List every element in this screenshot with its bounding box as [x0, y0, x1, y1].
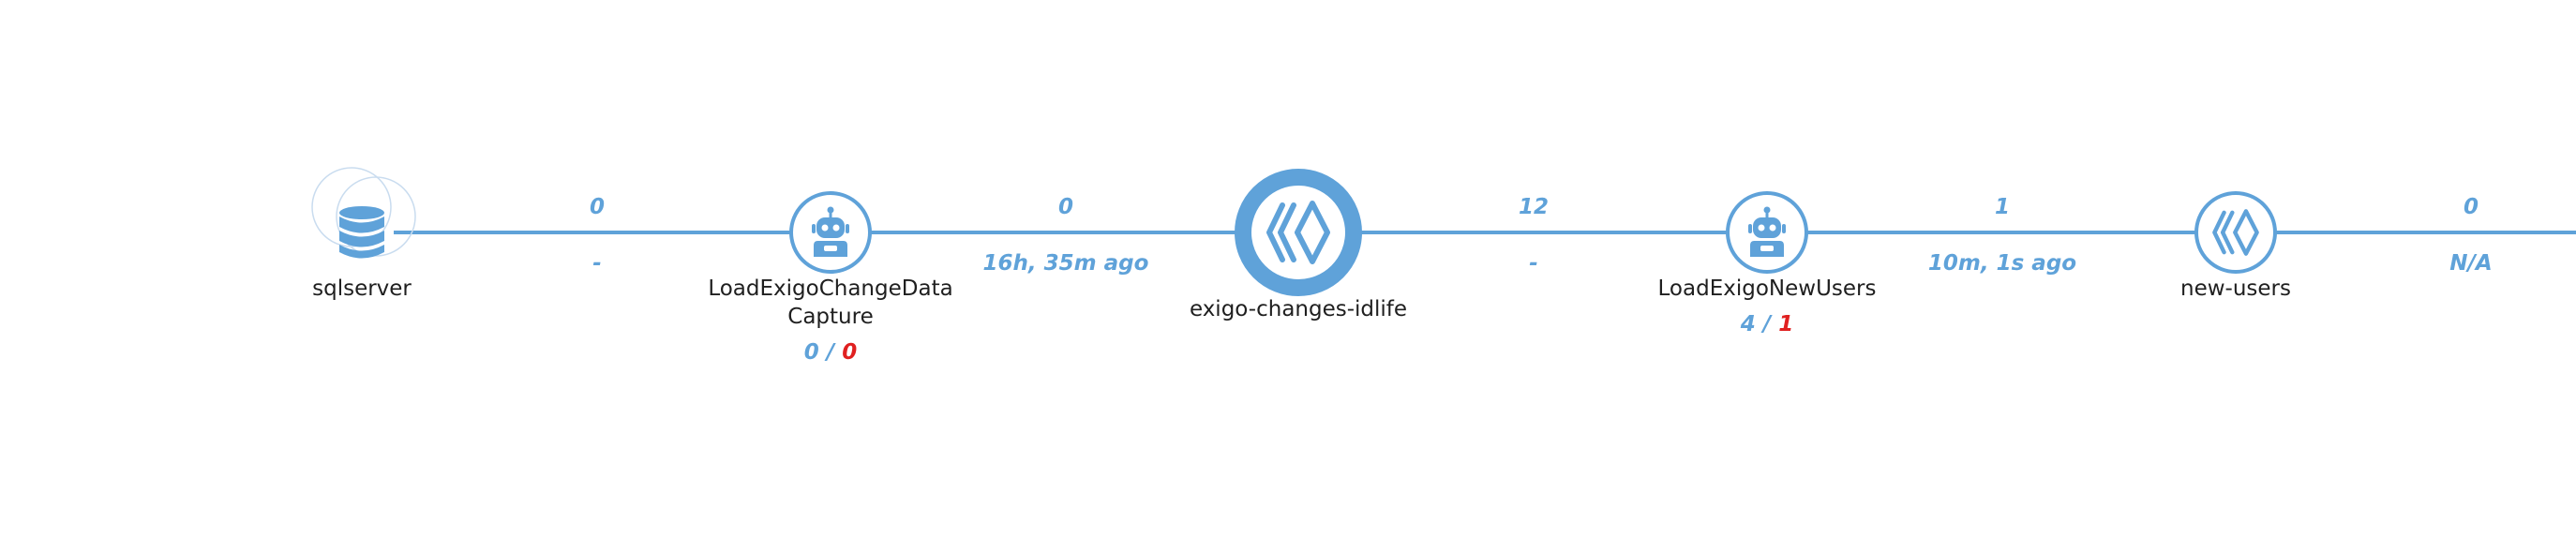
node-run-counts-load-users: 4 / 1: [1741, 312, 1793, 336]
node-label-exigo-changes-idlife: exigo-changes-idlife: [1189, 297, 1408, 321]
node-label-sqlserver: sqlserver: [312, 276, 412, 301]
node-exigo-changes-idlife[interactable]: [1235, 169, 1362, 296]
node-label-load-exigo-change-data-capture: LoadExigoChangeData Capture: [708, 275, 952, 331]
node-label-load-exigo-new-users: LoadExigoNewUsers: [1657, 276, 1877, 301]
node-run-counts-load-cdc: 0 / 0: [804, 340, 857, 365]
database-icon: [339, 206, 384, 259]
count-separator: /: [1755, 312, 1779, 336]
node-label-new-users: new-users: [2180, 276, 2291, 301]
robot-icon: [1748, 206, 1786, 257]
error-count: 1: [1778, 312, 1794, 336]
stream-icon: [2212, 209, 2259, 256]
edge-2-time: 16h, 35m ago: [982, 251, 1149, 276]
edge-4-count: 1: [1994, 195, 2011, 219]
edge-4-time: 10m, 1s ago: [1927, 251, 2077, 276]
error-count: 0: [842, 340, 858, 365]
count-separator: /: [818, 340, 843, 365]
edge-1-count: 0: [589, 195, 606, 219]
edge-2-count: 0: [1057, 195, 1074, 219]
sqlserver-highlight-rings: [311, 167, 416, 257]
node-load-exigo-new-users[interactable]: [1726, 191, 1808, 274]
success-count: 4: [1740, 312, 1756, 336]
node-new-users[interactable]: [2194, 191, 2277, 274]
stream-icon: [1266, 201, 1330, 264]
node-sqlserver[interactable]: [337, 204, 387, 261]
edge-5-time: N/A: [2449, 251, 2493, 276]
edge-1-time: -: [592, 251, 602, 276]
node-label-line-1: LoadExigoChangeData: [708, 276, 953, 301]
edge-3-count: 12: [1518, 195, 1550, 219]
node-load-exigo-change-data-capture[interactable]: [789, 191, 872, 274]
robot-icon: [812, 206, 849, 257]
edge-5-count: 0: [2463, 195, 2479, 219]
node-label-line-2: Capture: [787, 305, 874, 329]
pipeline-connector-line: [394, 231, 2576, 234]
edge-3-time: -: [1529, 251, 1538, 276]
success-count: 0: [803, 340, 819, 365]
